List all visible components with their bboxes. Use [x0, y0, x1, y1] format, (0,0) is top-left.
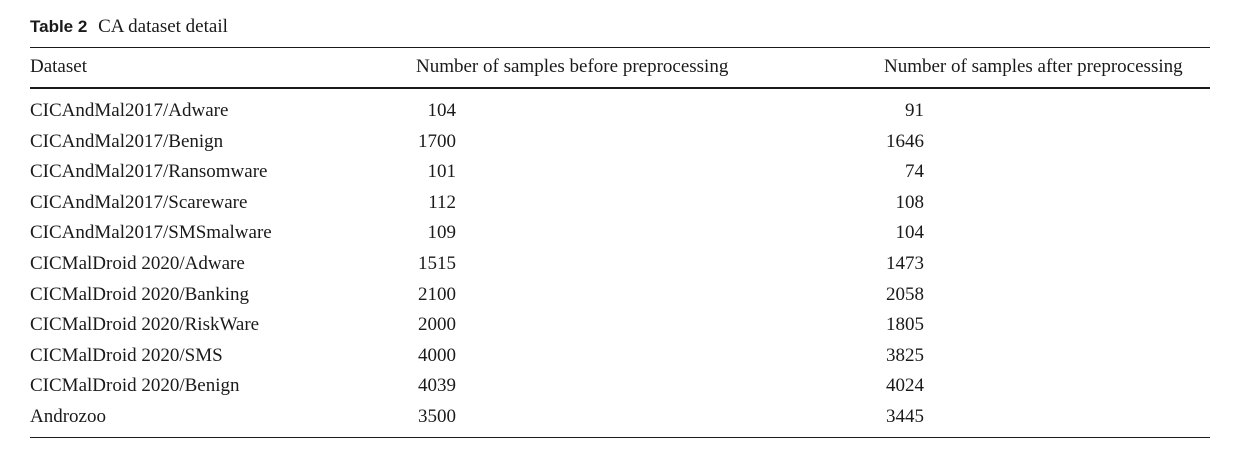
cell-after: 1473	[886, 253, 924, 274]
header-rule	[30, 87, 1210, 89]
cell-dataset: CICAndMal2017/Benign	[30, 131, 224, 152]
cell-dataset: CICMalDroid 2020/Banking	[30, 284, 250, 305]
cell-after: 91	[905, 100, 924, 121]
cell-after: 108	[895, 192, 925, 213]
cell-dataset: CICAndMal2017/Ransomware	[30, 161, 268, 182]
cell-dataset: Androzoo	[30, 406, 106, 427]
cell-after: 3445	[886, 406, 924, 427]
cell-dataset: CICMalDroid 2020/SMS	[30, 345, 223, 366]
table-label: Table 2	[30, 17, 88, 36]
cell-after: 104	[895, 222, 925, 243]
cell-before: 2000	[418, 314, 456, 335]
cell-before: 109	[427, 222, 457, 243]
table-title: CA dataset detail	[98, 16, 228, 37]
cell-before: 3500	[418, 406, 456, 427]
cell-before: 1700	[418, 131, 456, 152]
cell-dataset: CICAndMal2017/SMSmalware	[30, 222, 272, 243]
cell-after: 1805	[886, 314, 924, 335]
header-dataset: Dataset	[30, 56, 87, 77]
cell-before: 104	[427, 100, 457, 121]
cell-after: 4024	[886, 375, 924, 396]
top-rule	[30, 47, 1210, 48]
header-before: Number of samples before preprocessing	[416, 56, 729, 77]
cell-dataset: CICAndMal2017/Adware	[30, 100, 229, 121]
table-caption: Table 2 CA dataset detail	[30, 15, 228, 39]
cell-before: 1515	[418, 253, 456, 274]
cell-after: 2058	[886, 284, 924, 305]
cell-dataset: CICMalDroid 2020/Benign	[30, 375, 240, 396]
cell-before: 112	[428, 192, 456, 213]
cell-dataset: CICMalDroid 2020/RiskWare	[30, 314, 260, 335]
cell-before: 4000	[418, 345, 456, 366]
cell-after: 1646	[886, 131, 924, 152]
header-after: Number of samples after preprocessing	[884, 56, 1183, 77]
bottom-rule	[30, 437, 1210, 438]
cell-before: 4039	[418, 375, 456, 396]
cell-before: 101	[427, 161, 457, 182]
cell-dataset: CICAndMal2017/Scareware	[30, 192, 248, 213]
cell-after: 74	[905, 161, 924, 182]
cell-dataset: CICMalDroid 2020/Adware	[30, 253, 245, 274]
cell-before: 2100	[418, 284, 456, 305]
cell-after: 3825	[886, 345, 924, 366]
